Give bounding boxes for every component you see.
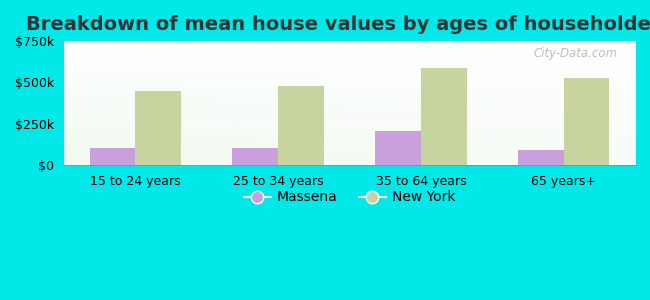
Bar — [564, 78, 609, 165]
Bar — [278, 86, 324, 165]
Title: Breakdown of mean house values by ages of householders: Breakdown of mean house values by ages o… — [27, 15, 650, 34]
Bar — [233, 148, 278, 165]
Bar — [375, 131, 421, 165]
Bar — [518, 150, 564, 165]
Text: City-Data.com: City-Data.com — [534, 47, 618, 60]
Bar — [135, 91, 181, 165]
Bar — [421, 68, 467, 165]
Legend: Massena, New York: Massena, New York — [238, 185, 461, 210]
Bar — [90, 148, 135, 165]
